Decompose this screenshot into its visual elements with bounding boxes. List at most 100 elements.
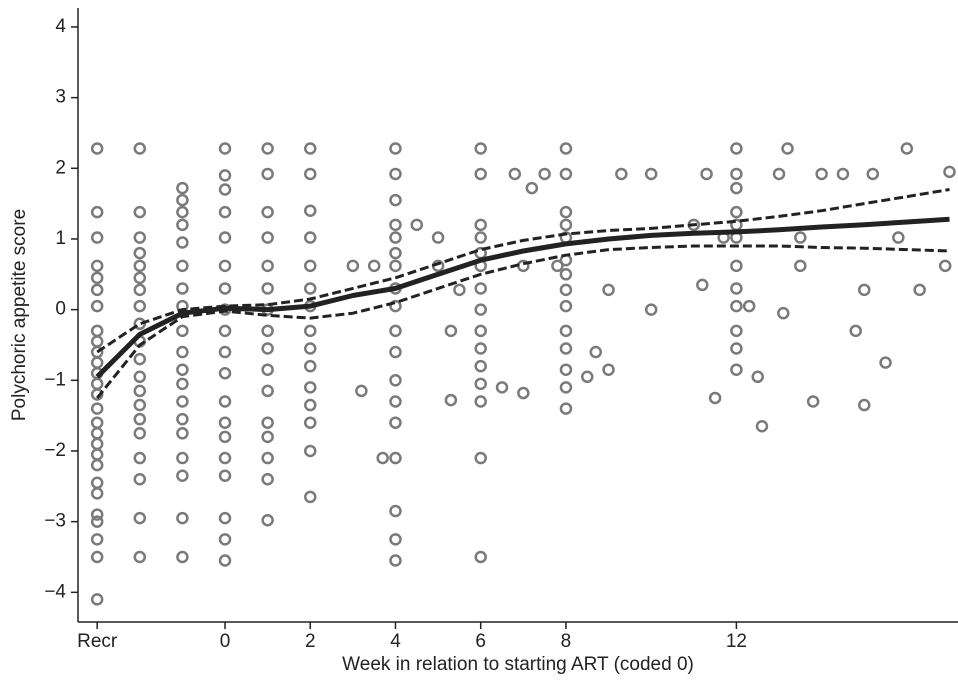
- point: [261, 205, 274, 219]
- point: [304, 167, 317, 181]
- point: [218, 345, 232, 359]
- y-tick-label: −2: [44, 440, 66, 461]
- point: [261, 142, 274, 155]
- y-tick-label: −4: [44, 581, 66, 602]
- point: [696, 278, 709, 292]
- point: [836, 167, 850, 181]
- x-tick-label: 12: [726, 631, 747, 652]
- point: [90, 335, 104, 348]
- point: [133, 451, 147, 465]
- point: [133, 231, 147, 244]
- point: [900, 142, 914, 155]
- x-tick-label: 6: [475, 631, 486, 652]
- point: [495, 381, 509, 394]
- x-tick-label: 8: [561, 631, 572, 652]
- point: [133, 370, 147, 384]
- point: [474, 142, 487, 155]
- point: [90, 324, 104, 338]
- point: [806, 395, 820, 408]
- point: [474, 451, 487, 465]
- point: [474, 377, 487, 391]
- point: [90, 458, 104, 472]
- point: [261, 472, 274, 486]
- point: [772, 167, 786, 181]
- point: [133, 142, 147, 155]
- ci-line: [96, 188, 950, 354]
- x-tick-label: 0: [220, 631, 231, 652]
- point: [261, 451, 274, 465]
- point: [90, 271, 104, 285]
- point: [176, 282, 189, 295]
- point: [389, 259, 402, 273]
- point: [304, 231, 317, 244]
- point: [559, 167, 573, 181]
- point: [218, 259, 232, 273]
- point: [90, 508, 104, 521]
- point: [708, 391, 722, 405]
- point: [755, 419, 769, 433]
- point: [90, 205, 104, 219]
- point: [218, 183, 232, 196]
- point: [815, 167, 828, 181]
- point: [176, 451, 189, 465]
- y-tick-label: 1: [55, 228, 66, 249]
- point: [474, 395, 487, 408]
- point: [90, 533, 104, 546]
- point: [133, 384, 147, 398]
- point: [218, 205, 232, 219]
- point: [644, 303, 658, 316]
- point: [389, 554, 402, 567]
- point: [559, 218, 573, 232]
- point: [261, 231, 274, 244]
- point: [559, 205, 573, 219]
- point: [474, 342, 487, 355]
- point: [474, 303, 487, 316]
- point: [176, 193, 189, 207]
- point: [559, 283, 573, 297]
- point: [304, 342, 317, 355]
- point: [218, 469, 232, 482]
- y-tick-label: −3: [44, 511, 66, 532]
- y-tick-label: 4: [55, 16, 66, 37]
- point: [517, 386, 530, 400]
- point: [261, 324, 274, 338]
- point: [218, 430, 232, 444]
- point: [261, 363, 274, 376]
- point: [389, 533, 402, 546]
- point: [589, 345, 603, 359]
- point: [218, 169, 232, 182]
- point: [304, 381, 317, 394]
- point: [133, 472, 147, 486]
- point: [376, 451, 389, 465]
- point: [730, 259, 743, 273]
- point: [730, 205, 743, 219]
- point: [367, 259, 381, 273]
- point: [474, 550, 487, 564]
- point: [794, 231, 807, 244]
- point: [410, 218, 424, 232]
- point: [389, 167, 402, 181]
- point: [176, 236, 189, 249]
- point: [218, 324, 232, 338]
- point: [176, 218, 189, 232]
- point: [525, 181, 539, 195]
- point: [90, 476, 104, 490]
- point: [730, 181, 743, 195]
- point: [304, 398, 317, 412]
- point: [602, 283, 615, 297]
- point: [133, 271, 147, 285]
- point: [389, 231, 402, 244]
- point: [304, 204, 317, 217]
- point: [90, 356, 104, 369]
- point: [559, 142, 573, 155]
- point: [644, 167, 658, 181]
- point: [90, 377, 104, 391]
- point: [742, 299, 756, 313]
- point: [176, 345, 189, 359]
- point: [730, 324, 743, 338]
- point: [304, 490, 317, 504]
- point: [133, 427, 147, 440]
- ci-line: [96, 244, 950, 399]
- point: [879, 356, 892, 369]
- point: [474, 218, 487, 232]
